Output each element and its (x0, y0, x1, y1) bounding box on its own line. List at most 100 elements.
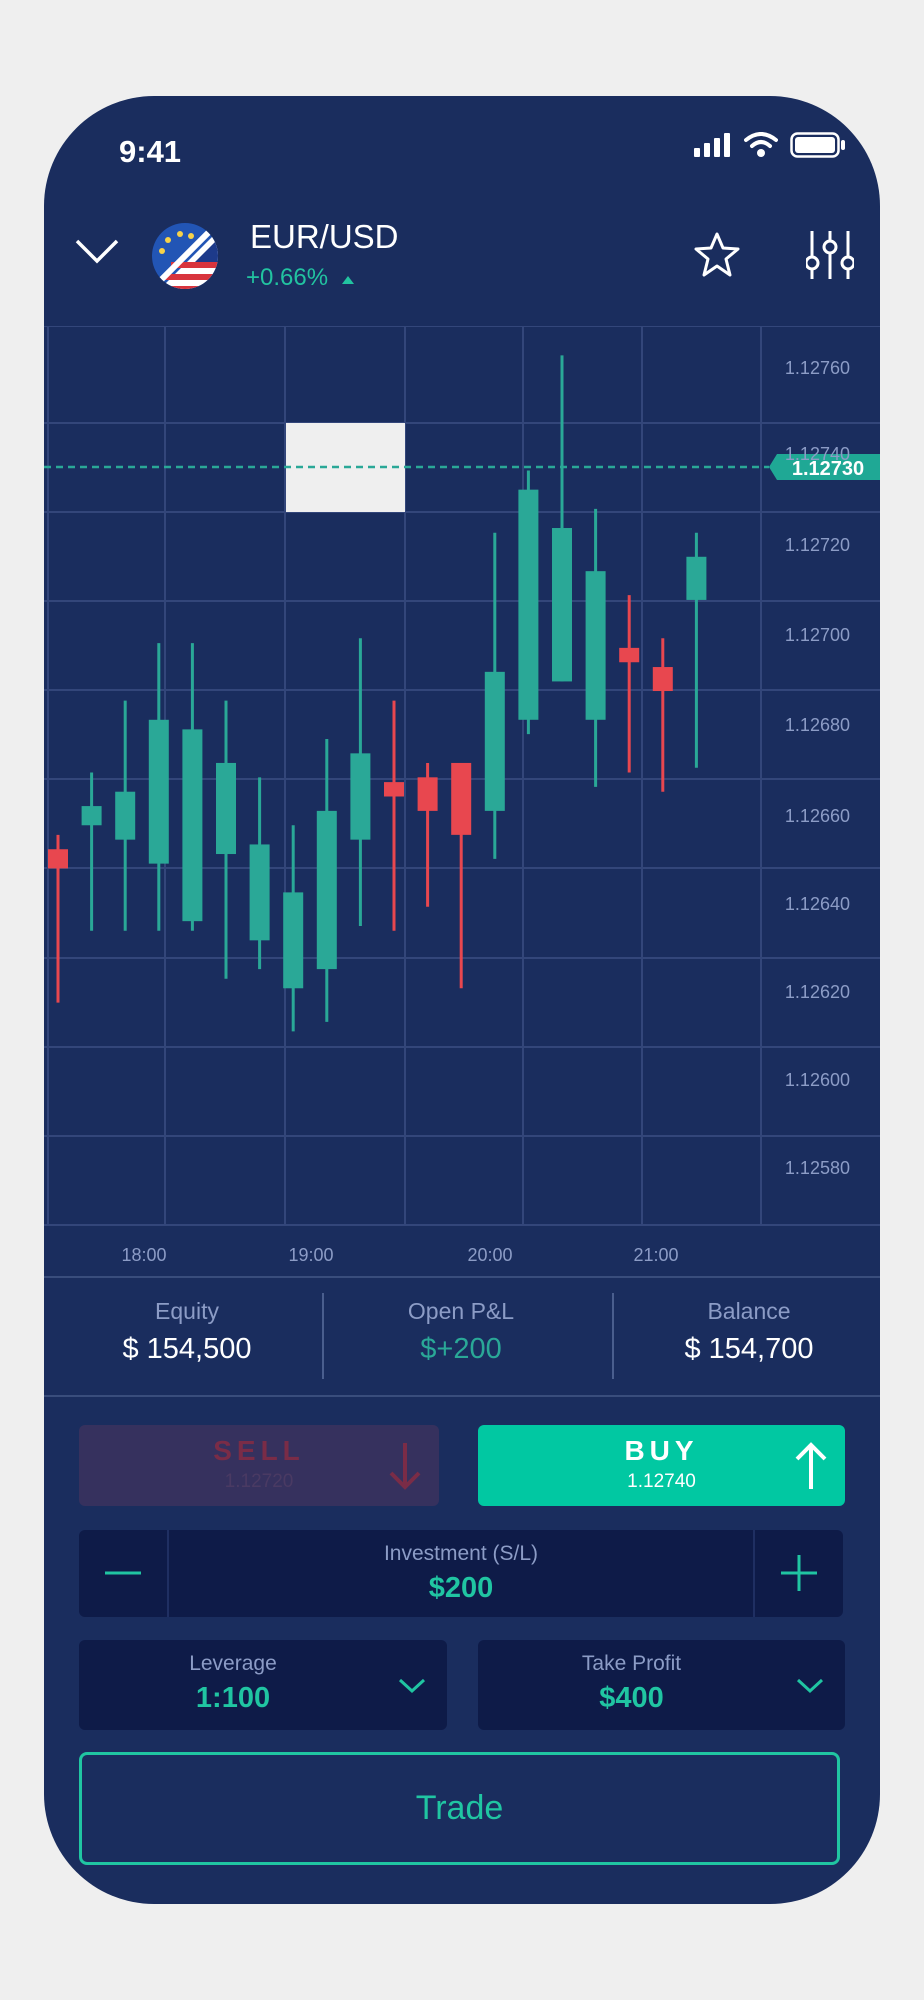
candle-body (48, 849, 68, 869)
candle-body (384, 782, 404, 797)
x-tick-label: 18:00 (121, 1245, 166, 1265)
candle (316, 738, 337, 1022)
investment-value: $200 (428, 1572, 494, 1604)
x-axis-labels: 18:00 19:00 20:00 21:00 (121, 1245, 678, 1265)
candle (81, 772, 102, 931)
caret-up-icon (341, 276, 354, 284)
decrease-button[interactable] (79, 1530, 169, 1617)
leverage-field: Leverage 1:100 (79, 1652, 387, 1715)
investment-stepper: Investment (S/L) $200 (79, 1530, 843, 1617)
pnl-value: $+200 (420, 1333, 502, 1365)
take-profit-select[interactable]: Take Profit $400 (478, 1640, 845, 1730)
account-stats: Equity $ 154,500 Open P&L $+200 Balance … (44, 1276, 880, 1397)
y-tick-label: 1.12720 (785, 535, 850, 555)
candle-body (216, 762, 236, 855)
plus-icon (781, 1555, 817, 1591)
price-chart[interactable]: 1.12730 1.127601.127401.127201.127001.12… (44, 326, 880, 1286)
y-tick-label: 1.12680 (785, 715, 850, 735)
take-profit-value: $400 (599, 1682, 664, 1714)
x-tick-label: 21:00 (633, 1245, 678, 1265)
arrow-down-icon (389, 1443, 421, 1490)
candle-body (81, 806, 102, 826)
candle (686, 532, 707, 768)
balance-stat: Balance $ 154,700 (619, 1298, 879, 1366)
candle-body (585, 571, 606, 720)
y-tick-label: 1.12580 (785, 1158, 850, 1178)
y-axis-labels: 1.12760 1.12740 1.12720 1.12700 1.12680 1.126… (785, 358, 850, 1178)
candle-body (484, 671, 505, 811)
investment-label: Investment (S/L) (383, 1542, 539, 1565)
current-price-tag (769, 454, 880, 480)
increase-button[interactable] (753, 1530, 843, 1617)
candle-body (350, 753, 371, 840)
candle-body (518, 489, 539, 720)
y-tick-label: 1.12640 (785, 894, 850, 914)
leverage-label: Leverage (189, 1652, 277, 1675)
stats-divider (322, 1293, 324, 1379)
take-profit-label: Take Profit (581, 1652, 682, 1675)
app-screen: 9:41 (44, 96, 880, 1904)
stats-divider (612, 1293, 614, 1379)
pair-title: EUR/USD (250, 218, 399, 255)
chevron-down-icon (398, 1678, 426, 1694)
settings-sliders-icon[interactable] (806, 229, 854, 281)
candle (484, 532, 505, 859)
y-tick-label: 1.12760 (785, 358, 850, 378)
pnl-label: Open P&L (407, 1298, 515, 1324)
sell-price: 1.12720 (224, 1471, 294, 1492)
balance-label: Balance (707, 1298, 791, 1324)
y-tick-label: 1.12700 (785, 625, 850, 645)
candle (249, 777, 270, 970)
buy-price: 1.12740 (627, 1471, 696, 1492)
leverage-select[interactable]: Leverage 1:100 (79, 1640, 447, 1730)
battery-icon (790, 132, 845, 158)
price-change-value: +0.66% (246, 264, 329, 291)
buy-label: BUY (624, 1435, 699, 1466)
investment-field[interactable]: Investment (S/L) $200 (169, 1542, 753, 1605)
candle (518, 470, 539, 735)
x-tick-label: 19:00 (288, 1245, 333, 1265)
y-tick-label: 1.12620 (785, 982, 850, 1002)
sell-label: SELL (213, 1435, 305, 1466)
candle (451, 762, 472, 989)
candle (148, 643, 169, 931)
equity-label: Equity (155, 1298, 219, 1324)
candle (652, 638, 673, 792)
status-time: 9:41 (119, 134, 182, 169)
candle-body (417, 777, 438, 811)
candle (552, 355, 572, 682)
candle-body (652, 667, 673, 692)
candle (384, 700, 404, 931)
pnl-stat: Open P&L $+200 (331, 1298, 591, 1366)
candle (350, 638, 371, 926)
candle-body (115, 791, 136, 840)
candle (115, 700, 136, 931)
minus-icon (105, 1571, 141, 1575)
star-icon[interactable] (693, 231, 741, 279)
chevron-down-icon[interactable] (74, 236, 120, 266)
candle (216, 700, 236, 979)
candle (619, 595, 640, 773)
candle-body (686, 556, 707, 600)
price-change: +0.66% (246, 264, 355, 292)
status-icons (694, 132, 846, 158)
buy-button[interactable]: BUY 1.12740 (478, 1425, 845, 1506)
take-profit-field: Take Profit $400 (478, 1652, 785, 1715)
candle-body (316, 810, 337, 970)
equity-value: $ 154,500 (122, 1333, 252, 1365)
candle-body (619, 647, 640, 663)
equity-stat: Equity $ 154,500 (57, 1298, 317, 1366)
candle-body (451, 762, 472, 835)
y-tick-label: 1.12660 (785, 806, 850, 826)
eur-usd-flag-icon (152, 223, 218, 289)
sell-button[interactable]: SELL 1.12720 (79, 1425, 439, 1506)
trade-button[interactable]: Trade (79, 1752, 840, 1865)
candle (283, 825, 304, 1032)
chevron-down-icon (796, 1678, 824, 1694)
candle (48, 834, 68, 1003)
candle (182, 643, 203, 931)
candle (417, 762, 438, 907)
current-price-label: 1.12730 (792, 458, 864, 480)
candle-body (283, 892, 304, 989)
balance-value: $ 154,700 (684, 1333, 814, 1365)
